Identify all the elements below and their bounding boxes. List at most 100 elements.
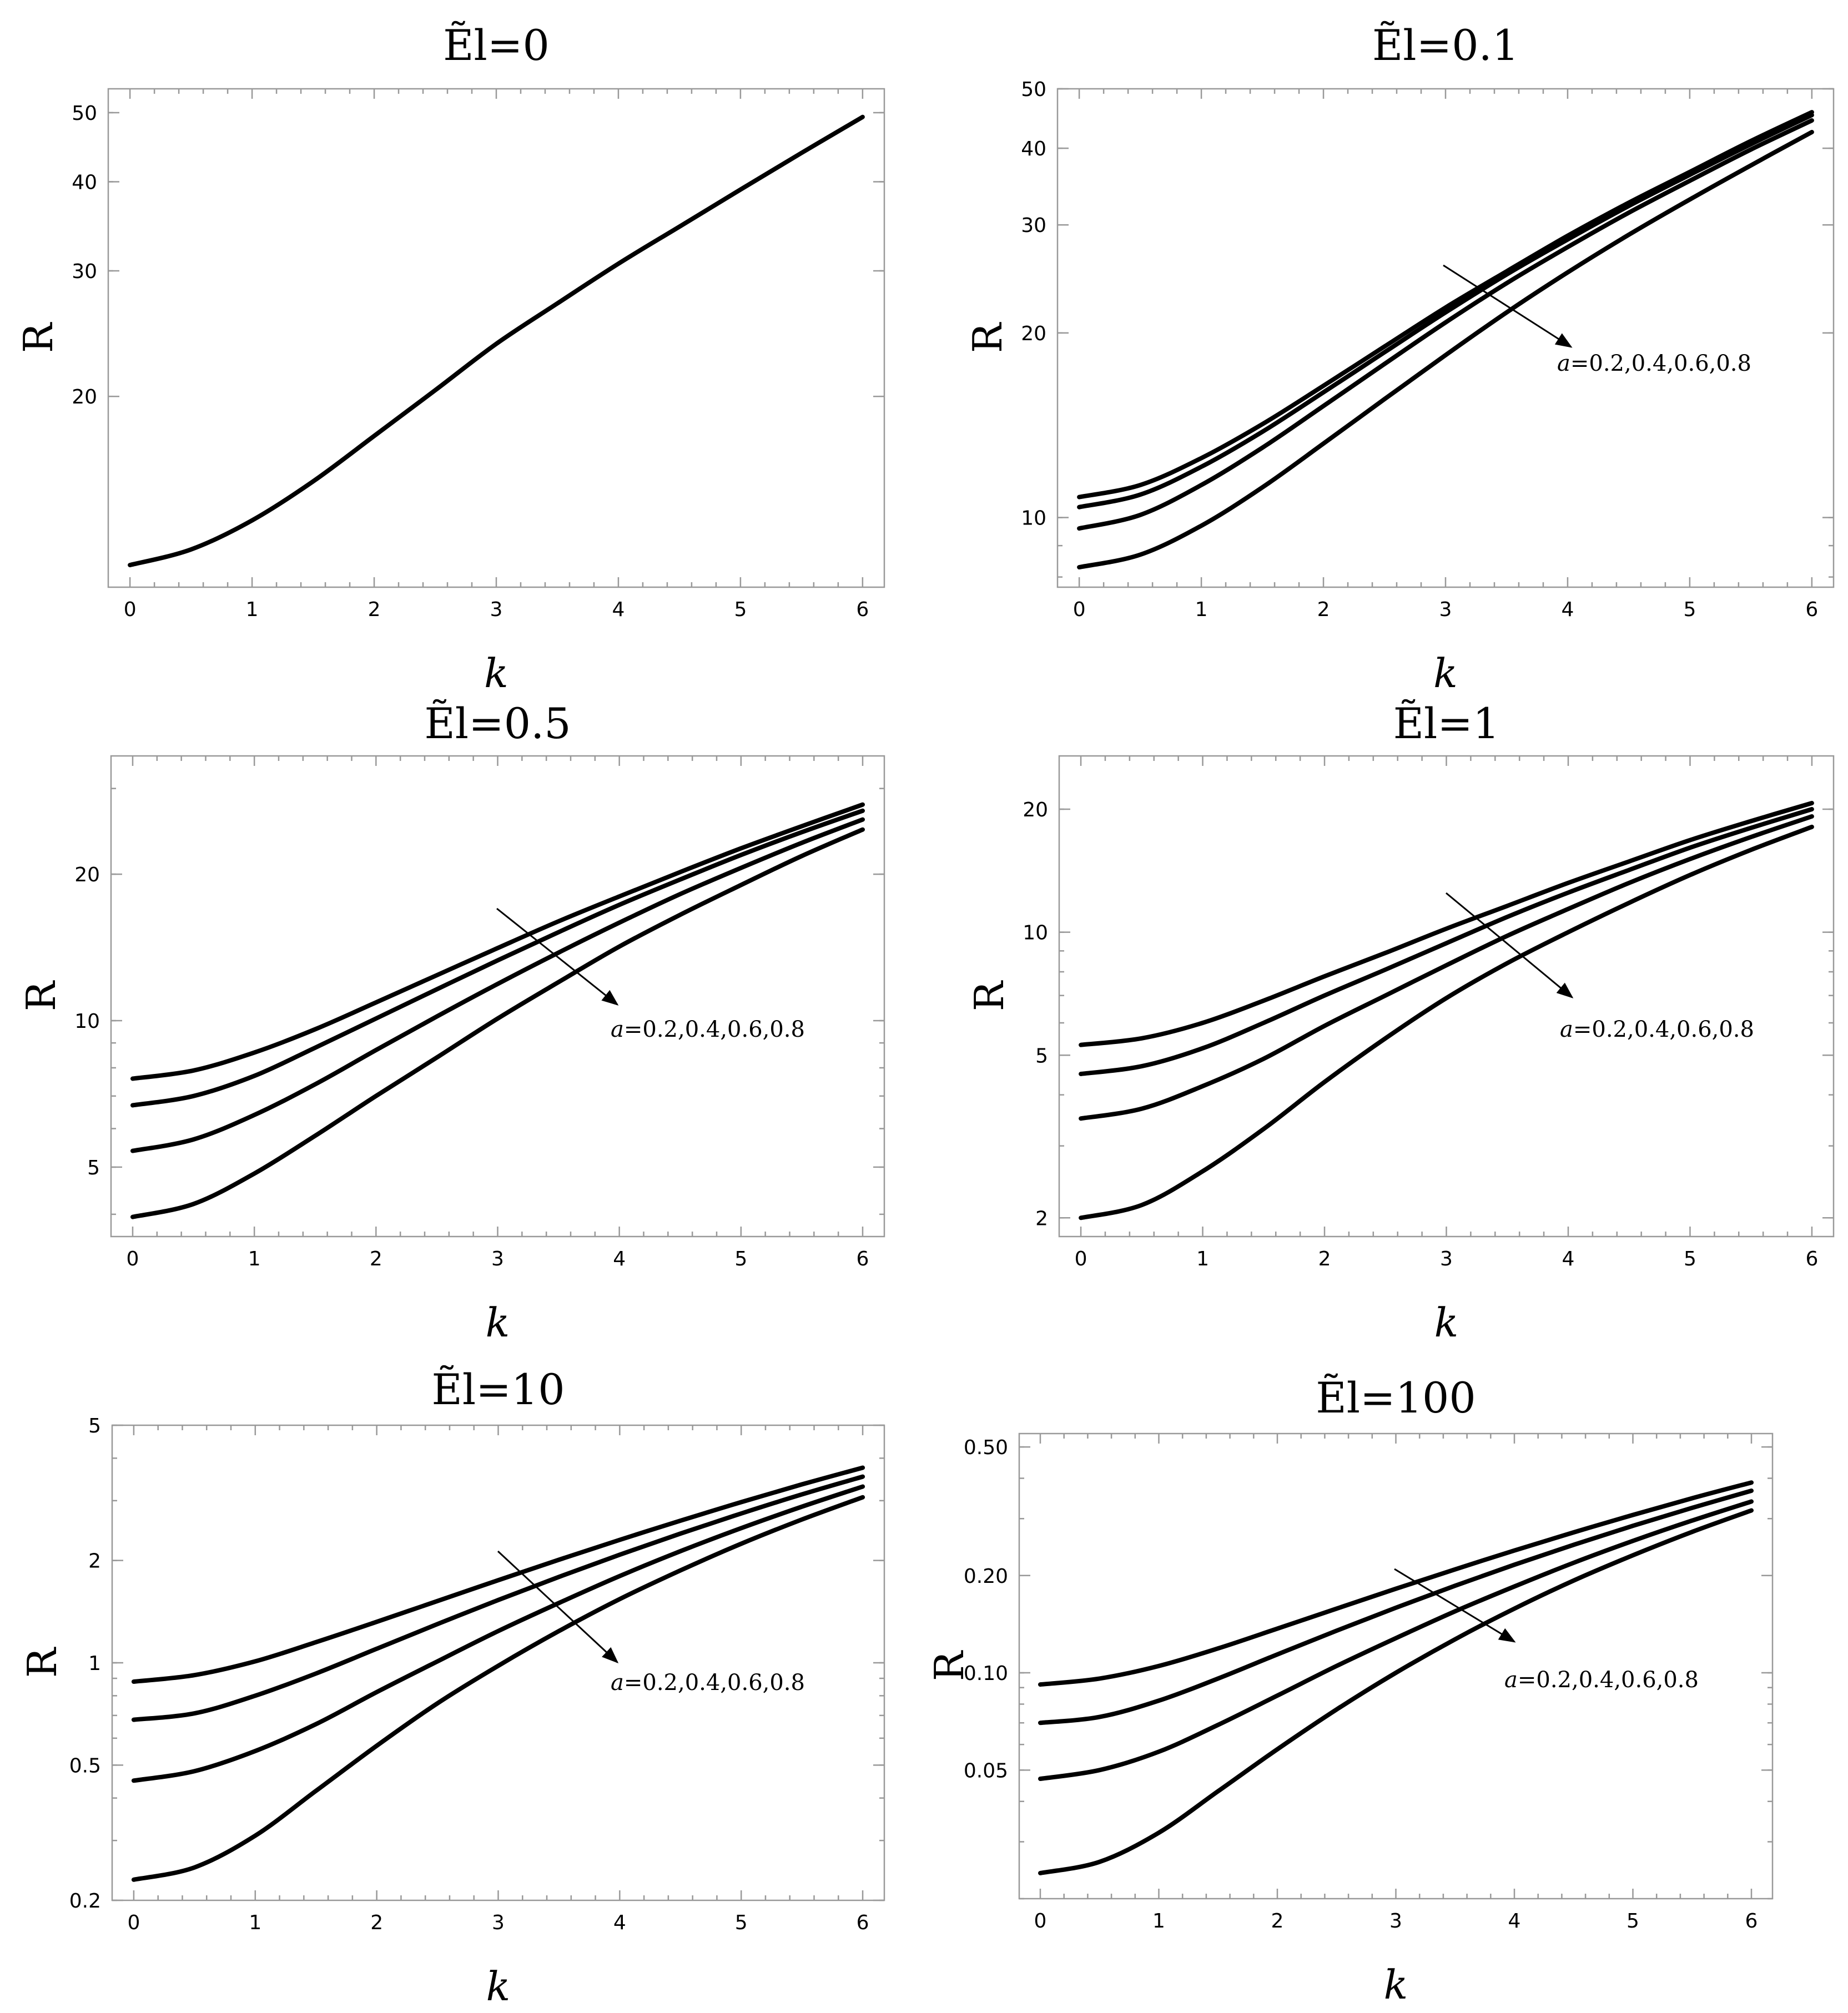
x-tick-label: 5: [734, 598, 747, 621]
series-line: [1038, 1489, 1754, 1726]
y-axis-label: R: [964, 322, 1011, 353]
x-tick-label: 0: [127, 1911, 140, 1934]
panel-title: Ẽl=1: [1393, 698, 1500, 748]
series-line: [1038, 1508, 1754, 1875]
series-line: [130, 808, 865, 1108]
x-tick-label: 5: [1627, 1910, 1639, 1933]
series-line: [131, 1465, 865, 1684]
x-tick-label: 1: [249, 1911, 261, 1934]
y-axis-label: R: [18, 980, 64, 1011]
x-tick-label: 3: [492, 1911, 505, 1934]
series-line: [1079, 814, 1814, 1121]
y-tick-label: 0.50: [964, 1436, 1008, 1459]
plot-frame: [107, 88, 885, 588]
y-tick-label: 50: [72, 102, 97, 125]
x-tick-label: 1: [1196, 1248, 1209, 1270]
y-tick-label: 0.2: [69, 1890, 101, 1913]
series-line: [1038, 1480, 1754, 1687]
series-line: [1077, 113, 1814, 509]
plot-frame: [110, 755, 885, 1238]
y-tick-label: 10: [1023, 922, 1048, 945]
x-tick-label: 1: [1152, 1910, 1165, 1933]
annotation-label: a=0.2,0.4,0.6,0.8: [1557, 351, 1751, 376]
chart-panel: Ẽl=10 0 1 2 3 4 5 6 0.2 0.5 1 2 5 k Ra=0.2,0.4,0.6,0.8: [19, 1364, 885, 2010]
series-line: [1038, 1499, 1754, 1781]
x-tick-label: 3: [1440, 1248, 1453, 1270]
panel-title: Ẽl=0.1: [1372, 20, 1519, 70]
trend-arrow-icon: [496, 907, 619, 1006]
series-line: [131, 1474, 865, 1722]
chart-panel: Ẽl=100 0 1 2 3 4 5 6 0.05 0.10 0.20 0.50 k R a=0.2,0.4…: [926, 1373, 1774, 2008]
chart-panel: Ẽl=0.1 0 1 2 3 4 5 6 10 20 30 40 50 k Ra=0.2,0.4,0.6,0…: [964, 20, 1835, 697]
x-tick-label: 0: [1034, 1910, 1047, 1933]
y-tick-label: 20: [74, 864, 100, 886]
x-tick-label: 6: [1805, 598, 1818, 621]
x-tick-label: 5: [735, 1911, 748, 1934]
y-tick-label: 0.20: [964, 1565, 1008, 1588]
y-tick-label: 10: [74, 1010, 100, 1033]
x-tick-label: 3: [490, 598, 503, 621]
x-tick-label: 4: [612, 598, 625, 621]
x-tick-label: 2: [368, 598, 381, 621]
x-tick-label: 0: [124, 598, 137, 621]
y-tick-label: 0.05: [964, 1759, 1008, 1782]
annotation-label: a=0.2,0.4,0.6,0.8: [611, 1017, 805, 1042]
chart-panel: Ẽl=0 0 1 2 3 4 5 6 20 30 40 50 k R: [15, 20, 885, 697]
y-tick-label: 5: [87, 1157, 100, 1179]
series-line: [130, 827, 865, 1219]
x-tick-label: 1: [1195, 598, 1208, 621]
x-tick-label: 1: [248, 1248, 261, 1270]
y-tick-label: 2: [1035, 1207, 1048, 1230]
x-tick-label: 4: [613, 1248, 626, 1270]
plot-frame: [111, 1424, 885, 1901]
series-line: [1079, 824, 1814, 1220]
x-tick-label: 4: [1561, 598, 1574, 621]
x-axis-label: k: [1384, 1961, 1408, 2008]
y-tick-label: 0.10: [964, 1662, 1008, 1685]
x-tick-label: 6: [857, 1911, 869, 1934]
y-tick-label: 2: [88, 1550, 101, 1573]
plot-frame: [1018, 1432, 1774, 1900]
x-axis-label: k: [1433, 650, 1458, 697]
y-tick-label: 40: [72, 171, 97, 194]
series-line: [130, 802, 865, 1081]
trend-arrow-icon: [1446, 892, 1574, 998]
panel-title: Ẽl=10: [431, 1364, 565, 1414]
annotation-label: a=0.2,0.4,0.6,0.8: [1504, 1667, 1699, 1693]
x-tick-label: 5: [1683, 598, 1696, 621]
x-axis-label: k: [484, 650, 508, 697]
chart-panel: Ẽl=0.5 0 1 2 3 4 5 6 5 10 20 k Ra=0.2,0.4,0.6,0.8: [18, 698, 885, 1346]
y-axis-label: R: [15, 322, 62, 353]
series-line: [131, 1484, 865, 1783]
x-tick-label: 3: [1389, 1910, 1402, 1933]
x-axis-label: k: [486, 1299, 510, 1346]
y-axis-label: R: [19, 1647, 66, 1678]
x-tick-label: 2: [370, 1911, 383, 1934]
y-tick-label: 0.5: [69, 1754, 101, 1777]
x-tick-label: 2: [370, 1248, 382, 1270]
y-tick-label: 20: [1023, 799, 1048, 821]
x-tick-label: 0: [1073, 598, 1086, 621]
trend-arrow-icon: [497, 1550, 619, 1664]
x-tick-label: 2: [1318, 1248, 1331, 1270]
x-tick-label: 2: [1317, 598, 1330, 621]
x-tick-label: 4: [1562, 1248, 1575, 1270]
x-tick-label: 3: [1439, 598, 1452, 621]
series-line: [128, 114, 865, 568]
x-tick-label: 1: [246, 598, 259, 621]
x-tick-label: 6: [1745, 1910, 1758, 1933]
x-tick-label: 6: [1805, 1248, 1818, 1270]
panel-title: Ẽl=100: [1316, 1373, 1476, 1422]
y-tick-label: 5: [88, 1415, 101, 1437]
trend-arrow-icon: [1394, 1568, 1516, 1643]
y-tick-label: 10: [1021, 507, 1046, 530]
series-line: [1079, 801, 1814, 1047]
chart-panel: Ẽl=1 0 1 2 3 4 5 6 2 5 10 20 k Ra=0.2,0.4,0.6,0.8: [966, 698, 1835, 1346]
y-tick-label: 30: [1021, 214, 1046, 237]
y-tick-label: 5: [1035, 1045, 1048, 1067]
series-line: [131, 1495, 865, 1882]
x-tick-label: 5: [1684, 1248, 1696, 1270]
y-tick-label: 1: [88, 1652, 101, 1675]
x-tick-label: 4: [613, 1911, 626, 1934]
